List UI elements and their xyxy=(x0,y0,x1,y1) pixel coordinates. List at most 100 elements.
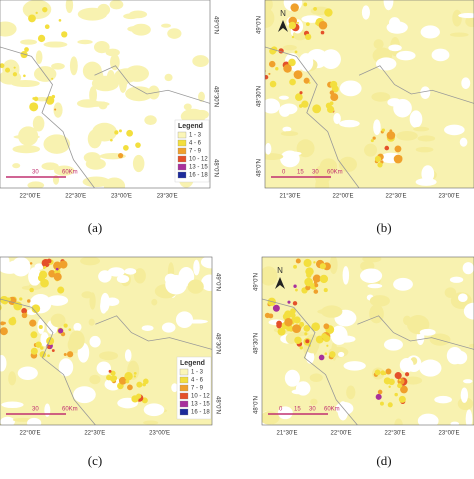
hotspot xyxy=(326,105,335,114)
patch xyxy=(107,267,125,277)
hotspot xyxy=(290,3,299,12)
patch xyxy=(0,262,21,274)
patch xyxy=(167,28,182,39)
patch xyxy=(151,298,158,306)
hotspot xyxy=(296,21,299,24)
longitude-label: 23°00'E xyxy=(149,431,170,437)
map xyxy=(0,0,210,188)
patch xyxy=(2,59,20,80)
patch xyxy=(465,409,473,425)
hotspot xyxy=(61,31,68,38)
hotspot xyxy=(46,345,51,349)
hotspot xyxy=(0,304,2,311)
patch xyxy=(417,135,436,142)
patch xyxy=(46,295,69,306)
hotspot xyxy=(303,77,310,84)
scale-label: 60Km xyxy=(62,170,78,176)
patch xyxy=(194,109,209,120)
hotspot xyxy=(30,331,38,339)
scale-label: 0 xyxy=(279,407,283,413)
patch xyxy=(420,25,440,39)
longitude-label: 22°00'E xyxy=(333,194,354,200)
patch xyxy=(175,311,194,329)
patch xyxy=(109,0,124,10)
patch xyxy=(461,77,471,89)
patch xyxy=(310,398,318,406)
hotspot xyxy=(303,2,308,7)
hotspot xyxy=(305,22,310,27)
patch xyxy=(134,268,146,284)
legend-label: 16 - 18 xyxy=(191,410,210,416)
scale-label: 60Km xyxy=(62,407,78,413)
patch xyxy=(465,16,474,28)
patch xyxy=(371,92,391,102)
hotspot xyxy=(323,288,328,293)
hotspot xyxy=(58,19,62,22)
hotspot xyxy=(387,402,393,408)
legend-swatch xyxy=(177,139,187,147)
hotspot xyxy=(305,339,310,344)
scale-label: 15 xyxy=(297,170,304,176)
hotspot xyxy=(295,93,303,101)
hotspot xyxy=(265,74,269,80)
hotspot xyxy=(293,264,297,269)
hotspot xyxy=(404,372,410,377)
hotspot xyxy=(303,258,312,268)
hotspot xyxy=(299,346,303,350)
latitude-label: 49°0'N xyxy=(257,16,263,34)
hotspot xyxy=(66,351,74,358)
hotspot xyxy=(57,328,64,334)
border xyxy=(94,65,210,104)
longitude-label: 23°30'E xyxy=(157,194,178,200)
hotspot xyxy=(0,321,5,326)
patch xyxy=(33,66,57,82)
hotspot xyxy=(21,312,28,319)
hotspot xyxy=(394,145,402,153)
patch xyxy=(457,397,474,411)
hotspot xyxy=(293,316,301,324)
hotspot xyxy=(29,102,39,112)
patch xyxy=(58,358,74,377)
patch xyxy=(22,0,52,20)
border xyxy=(262,298,358,425)
patch xyxy=(12,163,21,169)
hotspot xyxy=(63,323,68,328)
patch xyxy=(198,91,205,102)
patch xyxy=(360,268,383,284)
hotspot xyxy=(301,100,309,108)
patch xyxy=(165,275,187,295)
patch xyxy=(396,131,418,141)
patch xyxy=(383,0,394,11)
latitude-label: 48°30'N xyxy=(257,86,263,107)
hotspot xyxy=(313,261,316,264)
patch xyxy=(298,53,314,72)
patch xyxy=(337,351,345,358)
patch xyxy=(53,102,63,118)
latitude-label: 48°0'N xyxy=(257,159,263,177)
scale-label: 30 xyxy=(32,170,39,176)
patch xyxy=(350,362,357,369)
hotspot xyxy=(314,283,319,288)
patch xyxy=(127,25,150,33)
hotspot xyxy=(40,346,44,350)
patch xyxy=(81,291,94,299)
longitude-label: 22°30'E xyxy=(84,431,105,437)
legend-swatch xyxy=(179,368,189,376)
hotspot xyxy=(53,261,62,271)
latitude-label: 49°0'N xyxy=(214,273,220,291)
patch xyxy=(452,9,462,27)
patch xyxy=(434,395,452,404)
hotspot xyxy=(305,284,311,291)
patch xyxy=(116,274,130,284)
scale-label: 15 xyxy=(294,407,301,413)
patch xyxy=(463,379,473,384)
hotspot xyxy=(370,139,374,143)
legend-swatch xyxy=(177,155,187,163)
patch xyxy=(409,110,423,128)
hotspot xyxy=(299,321,305,327)
patch xyxy=(338,156,357,173)
hotspot xyxy=(329,351,336,358)
patch xyxy=(171,383,178,393)
patch xyxy=(265,153,284,161)
hotspot xyxy=(51,77,54,80)
